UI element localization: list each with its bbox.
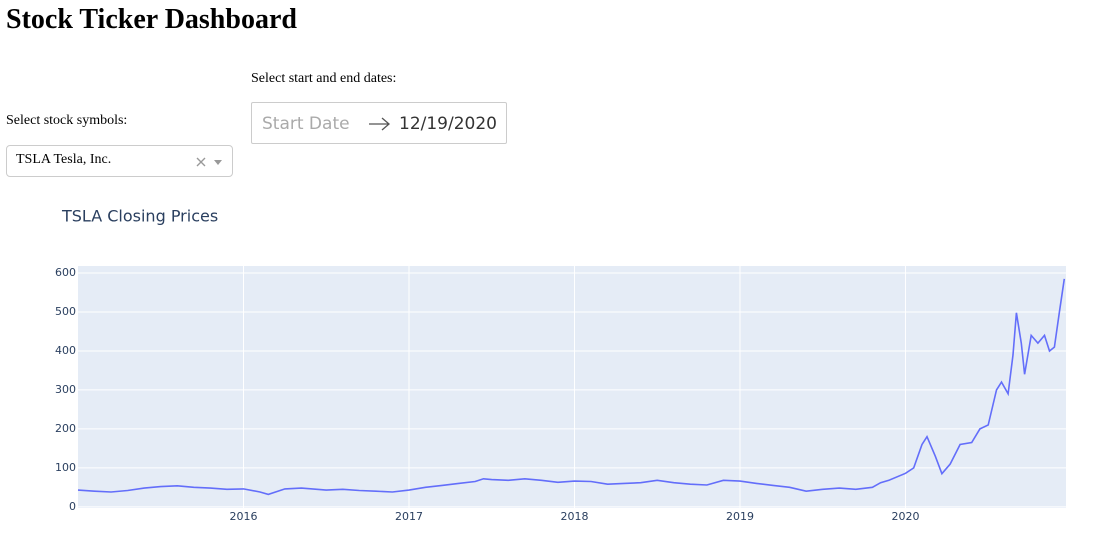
- dropdown-icons: [196, 157, 222, 167]
- y-tick-label: 600: [55, 266, 76, 279]
- y-tick-label: 200: [55, 422, 76, 435]
- start-date[interactable]: Start Date: [262, 114, 350, 134]
- price-line: [77, 278, 1066, 496]
- end-date[interactable]: 12/19/2020: [399, 114, 497, 134]
- arrow-icon: [369, 117, 390, 131]
- plot-background: [78, 266, 1066, 508]
- x-tick-label: 2019: [726, 510, 754, 523]
- chart: TSLA Closing Prices 0 100 200 300 400 500 600 2…: [55, 207, 1066, 523]
- y-tick-label: 0: [69, 500, 76, 513]
- date-range[interactable]: Start Date 12/19/2020: [251, 102, 507, 144]
- y-tick-label: 400: [55, 344, 76, 357]
- page-title: Stock Ticker Dashboard: [6, 4, 297, 35]
- symbols-label: Select stock symbols:: [6, 113, 128, 128]
- y-tick-label: 300: [55, 383, 76, 396]
- x-tick-label: 2020: [891, 510, 919, 523]
- selected-symbol: TSLA Tesla, Inc.: [16, 152, 112, 167]
- x-tick-label: 2017: [395, 510, 423, 523]
- chart-title: TSLA Closing Prices: [61, 207, 218, 226]
- y-tick-label: 500: [55, 305, 76, 318]
- symbols-dropdown[interactable]: TSLA Tesla, Inc.: [6, 145, 233, 177]
- x-tick-label: 2016: [229, 510, 257, 523]
- dates-label: Select start and end dates:: [251, 71, 397, 86]
- y-tick-label: 100: [55, 461, 76, 474]
- x-tick-label: 2018: [560, 510, 588, 523]
